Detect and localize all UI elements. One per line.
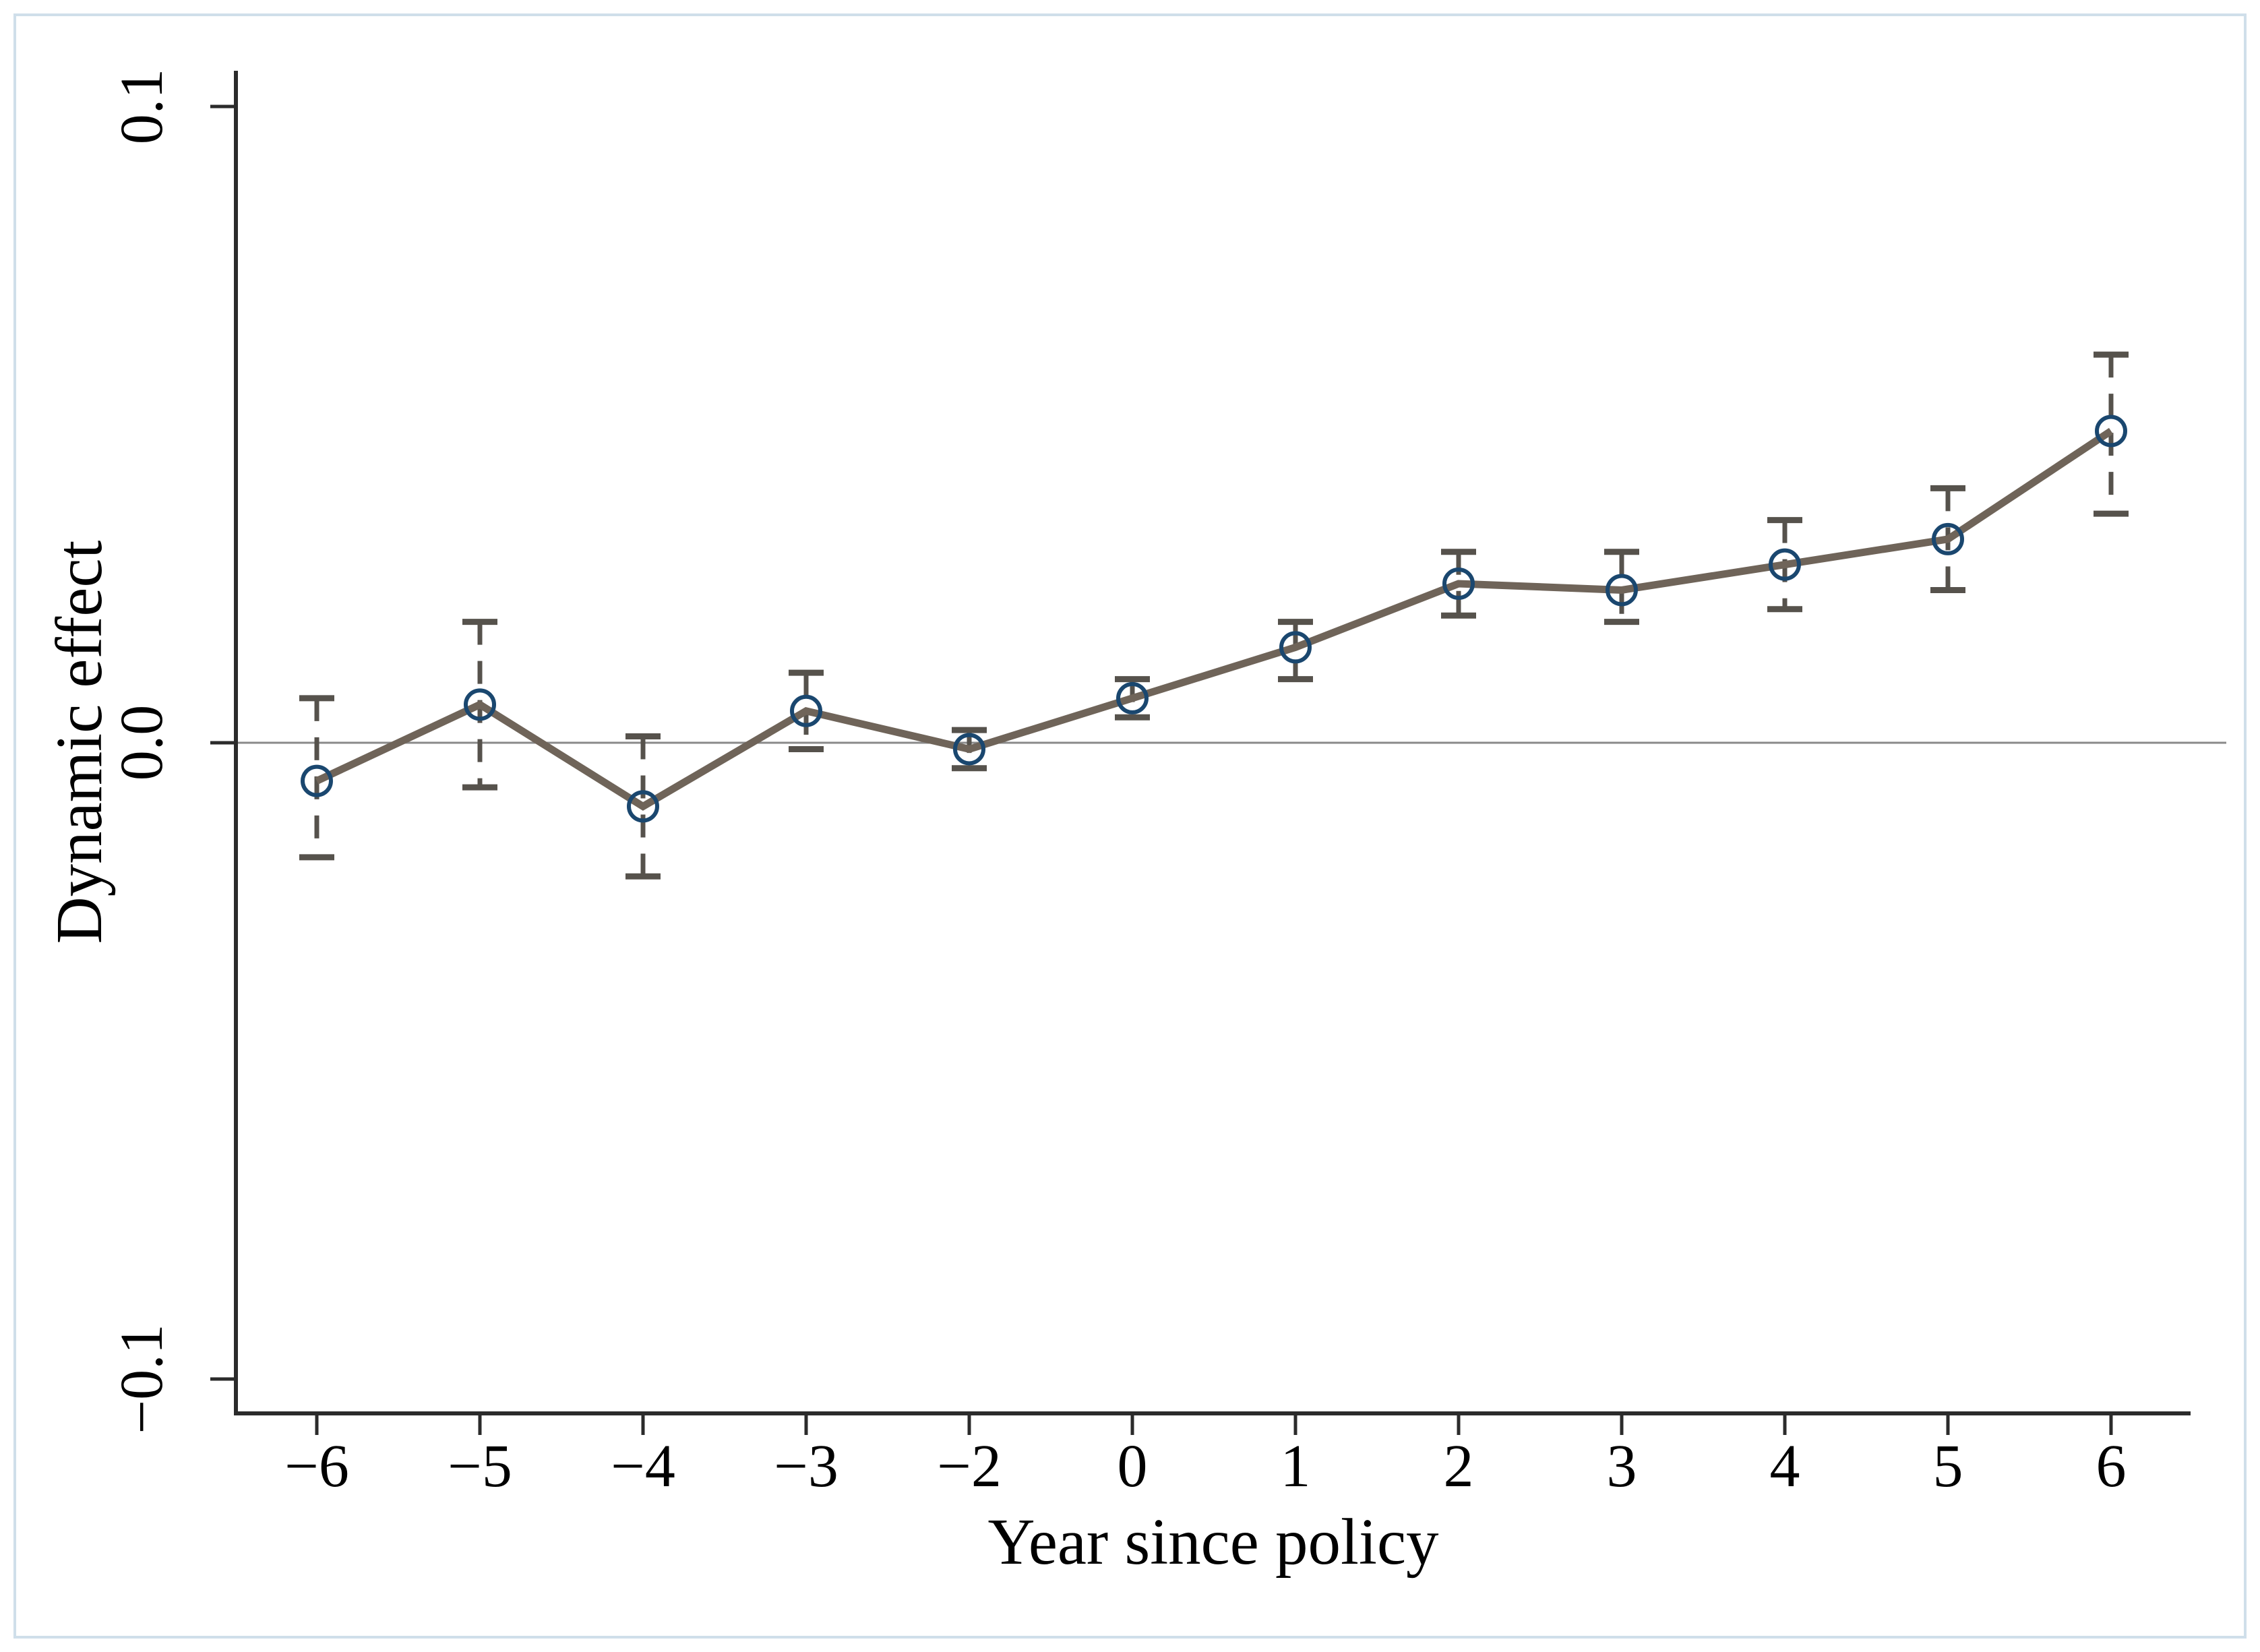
y-tick-label: 0.1 — [109, 69, 175, 145]
data-point-marker — [1116, 681, 1149, 714]
x-tick-label: 2 — [1444, 1433, 1474, 1500]
data-point-marker — [1606, 574, 1638, 607]
x-axis-title: Year since policy — [987, 1506, 1439, 1578]
data-point-marker — [1769, 548, 1801, 581]
series-markers-layer — [301, 415, 2127, 823]
x-tick-label: 3 — [1607, 1433, 1637, 1500]
data-point-marker — [301, 764, 333, 797]
y-tick-label: −0.1 — [109, 1324, 175, 1434]
data-point-marker — [1279, 631, 1312, 664]
x-tick-label: 1 — [1281, 1433, 1311, 1500]
data-point-marker — [953, 733, 985, 766]
y-axis-title: Dynamic effect — [43, 541, 115, 944]
x-tick-label: −6 — [284, 1433, 349, 1500]
series-line — [315, 427, 2114, 811]
x-tick-label: 4 — [1770, 1433, 1800, 1500]
x-tick-label: 0 — [1118, 1433, 1148, 1500]
x-tick-label: −4 — [611, 1433, 675, 1500]
axes-layer — [210, 71, 2191, 1435]
x-tick-label: −5 — [448, 1433, 512, 1500]
x-tick-label: 6 — [2096, 1433, 2127, 1500]
data-point-marker — [464, 688, 496, 721]
data-point-marker — [627, 790, 659, 823]
data-point-marker — [1442, 568, 1475, 600]
series-line-layer — [315, 427, 2114, 811]
data-point-marker — [2095, 415, 2127, 448]
data-point-marker — [1932, 522, 1964, 555]
y-tick-labels: 0.1 0.0 −0.1 — [109, 69, 175, 1434]
error-bars-layer — [299, 351, 2129, 880]
y-tick-label: 0.0 — [109, 705, 175, 781]
x-tick-label: −2 — [937, 1433, 1002, 1500]
x-tick-labels: −6 −5 −4 −3 −2 0 1 2 3 4 5 6 — [284, 1433, 2126, 1500]
x-tick-label: 5 — [1933, 1433, 1963, 1500]
figure-frame — [13, 13, 2247, 1639]
x-tick-label: −3 — [774, 1433, 838, 1500]
data-point-marker — [790, 694, 822, 727]
